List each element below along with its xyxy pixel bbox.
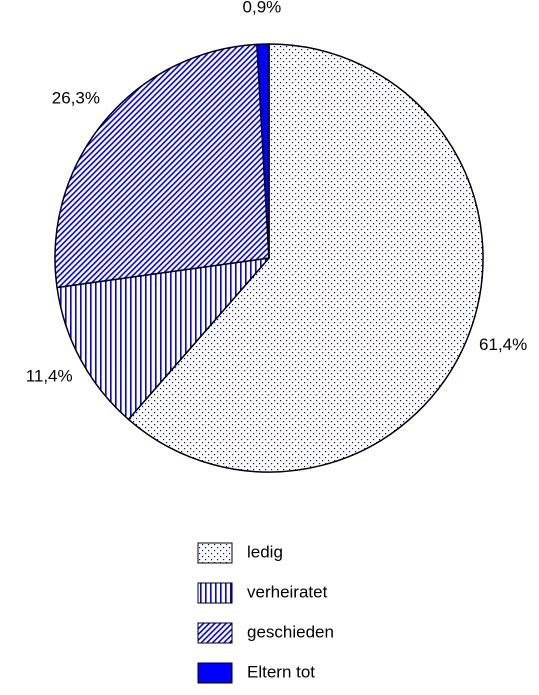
legend-label: ledig	[247, 542, 283, 561]
pie-slice	[56, 257, 270, 421]
pie-slice	[256, 43, 270, 259]
data-label: 61,4%	[479, 335, 527, 354]
legend-swatch	[197, 622, 233, 644]
legend-label: geschieden	[247, 622, 334, 641]
legend-label: Eltern tot	[247, 662, 315, 681]
data-label: 11,4%	[26, 367, 73, 386]
legend-label: verheiratet	[247, 582, 328, 601]
legend-swatch	[197, 662, 233, 684]
pie-slice	[54, 43, 270, 289]
legend-swatch	[197, 542, 233, 564]
data-label: 26,3%	[52, 89, 100, 108]
legend-swatch	[197, 582, 233, 604]
data-label: 0,9%	[243, 0, 282, 17]
pie-slice	[127, 43, 484, 473]
